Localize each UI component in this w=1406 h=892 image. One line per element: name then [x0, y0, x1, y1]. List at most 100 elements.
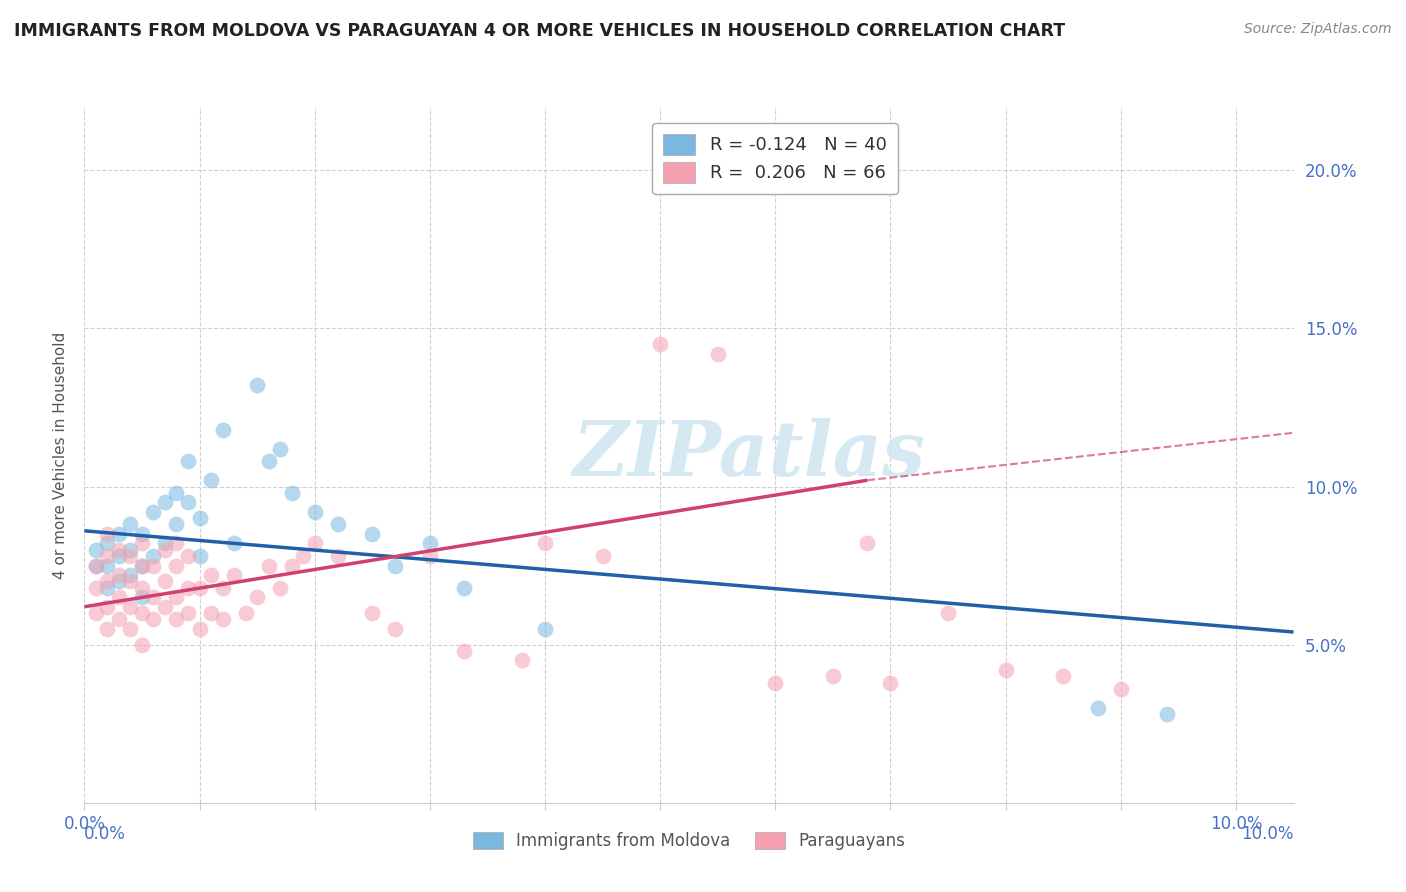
Point	[510, 653, 533, 667]
Point	[650, 337, 672, 351]
Point	[166, 517, 188, 532]
Point	[453, 581, 475, 595]
Point	[166, 591, 188, 605]
Point	[246, 378, 269, 392]
Point	[200, 473, 222, 487]
Point	[142, 549, 165, 563]
Point	[120, 599, 142, 614]
Point	[1156, 707, 1178, 722]
Point	[763, 675, 786, 690]
Point	[257, 558, 280, 573]
Point	[96, 622, 118, 636]
Legend: Immigrants from Moldova, Paraguayans: Immigrants from Moldova, Paraguayans	[465, 826, 912, 857]
Point	[856, 536, 879, 550]
Point	[222, 568, 245, 582]
Point	[131, 606, 153, 620]
Point	[188, 581, 211, 595]
Point	[84, 581, 107, 595]
Point	[142, 612, 165, 626]
Point	[188, 511, 211, 525]
Point	[153, 495, 176, 509]
Point	[269, 581, 291, 595]
Point	[131, 638, 153, 652]
Point	[108, 591, 131, 605]
Point	[361, 606, 384, 620]
Point	[326, 549, 349, 563]
Point	[108, 549, 131, 563]
Point	[419, 549, 441, 563]
Point	[166, 612, 188, 626]
Point	[153, 536, 176, 550]
Point	[108, 568, 131, 582]
Point	[361, 527, 384, 541]
Point	[96, 549, 118, 563]
Point	[166, 536, 188, 550]
Point	[188, 622, 211, 636]
Point	[84, 558, 107, 573]
Point	[453, 644, 475, 658]
Point	[211, 581, 233, 595]
Point	[534, 622, 557, 636]
Y-axis label: 4 or more Vehicles in Household: 4 or more Vehicles in Household	[53, 331, 69, 579]
Point	[142, 505, 165, 519]
Text: IMMIGRANTS FROM MOLDOVA VS PARAGUAYAN 4 OR MORE VEHICLES IN HOUSEHOLD CORRELATIO: IMMIGRANTS FROM MOLDOVA VS PARAGUAYAN 4 …	[14, 22, 1066, 40]
Point	[384, 622, 406, 636]
Point	[235, 606, 257, 620]
Point	[131, 591, 153, 605]
Point	[269, 442, 291, 456]
Point	[120, 542, 142, 557]
Point	[153, 542, 176, 557]
Point	[200, 568, 222, 582]
Point	[153, 599, 176, 614]
Point	[96, 574, 118, 589]
Point	[1052, 669, 1074, 683]
Point	[120, 574, 142, 589]
Point	[280, 558, 302, 573]
Point	[188, 549, 211, 563]
Point	[177, 549, 200, 563]
Point	[280, 486, 302, 500]
Point	[131, 558, 153, 573]
Text: ZIPatlas: ZIPatlas	[572, 418, 927, 491]
Point	[384, 558, 406, 573]
Point	[108, 542, 131, 557]
Point	[326, 517, 349, 532]
Point	[936, 606, 959, 620]
Point	[131, 527, 153, 541]
Point	[211, 423, 233, 437]
Point	[304, 505, 326, 519]
Point	[84, 606, 107, 620]
Point	[120, 517, 142, 532]
Point	[166, 558, 188, 573]
Point	[142, 558, 165, 573]
Text: 0.0%: 0.0%	[84, 825, 127, 843]
Point	[821, 669, 844, 683]
Point	[108, 612, 131, 626]
Point	[222, 536, 245, 550]
Point	[246, 591, 269, 605]
Point	[153, 574, 176, 589]
Point	[108, 574, 131, 589]
Point	[177, 581, 200, 595]
Point	[1109, 681, 1132, 696]
Point	[304, 536, 326, 550]
Point	[211, 612, 233, 626]
Point	[292, 549, 315, 563]
Point	[96, 558, 118, 573]
Point	[177, 495, 200, 509]
Point	[96, 599, 118, 614]
Point	[131, 581, 153, 595]
Point	[879, 675, 901, 690]
Point	[131, 558, 153, 573]
Point	[994, 663, 1017, 677]
Point	[200, 606, 222, 620]
Point	[120, 568, 142, 582]
Point	[120, 622, 142, 636]
Point	[96, 527, 118, 541]
Point	[96, 536, 118, 550]
Point	[534, 536, 557, 550]
Point	[177, 606, 200, 620]
Point	[257, 454, 280, 468]
Point	[84, 558, 107, 573]
Point	[1087, 701, 1109, 715]
